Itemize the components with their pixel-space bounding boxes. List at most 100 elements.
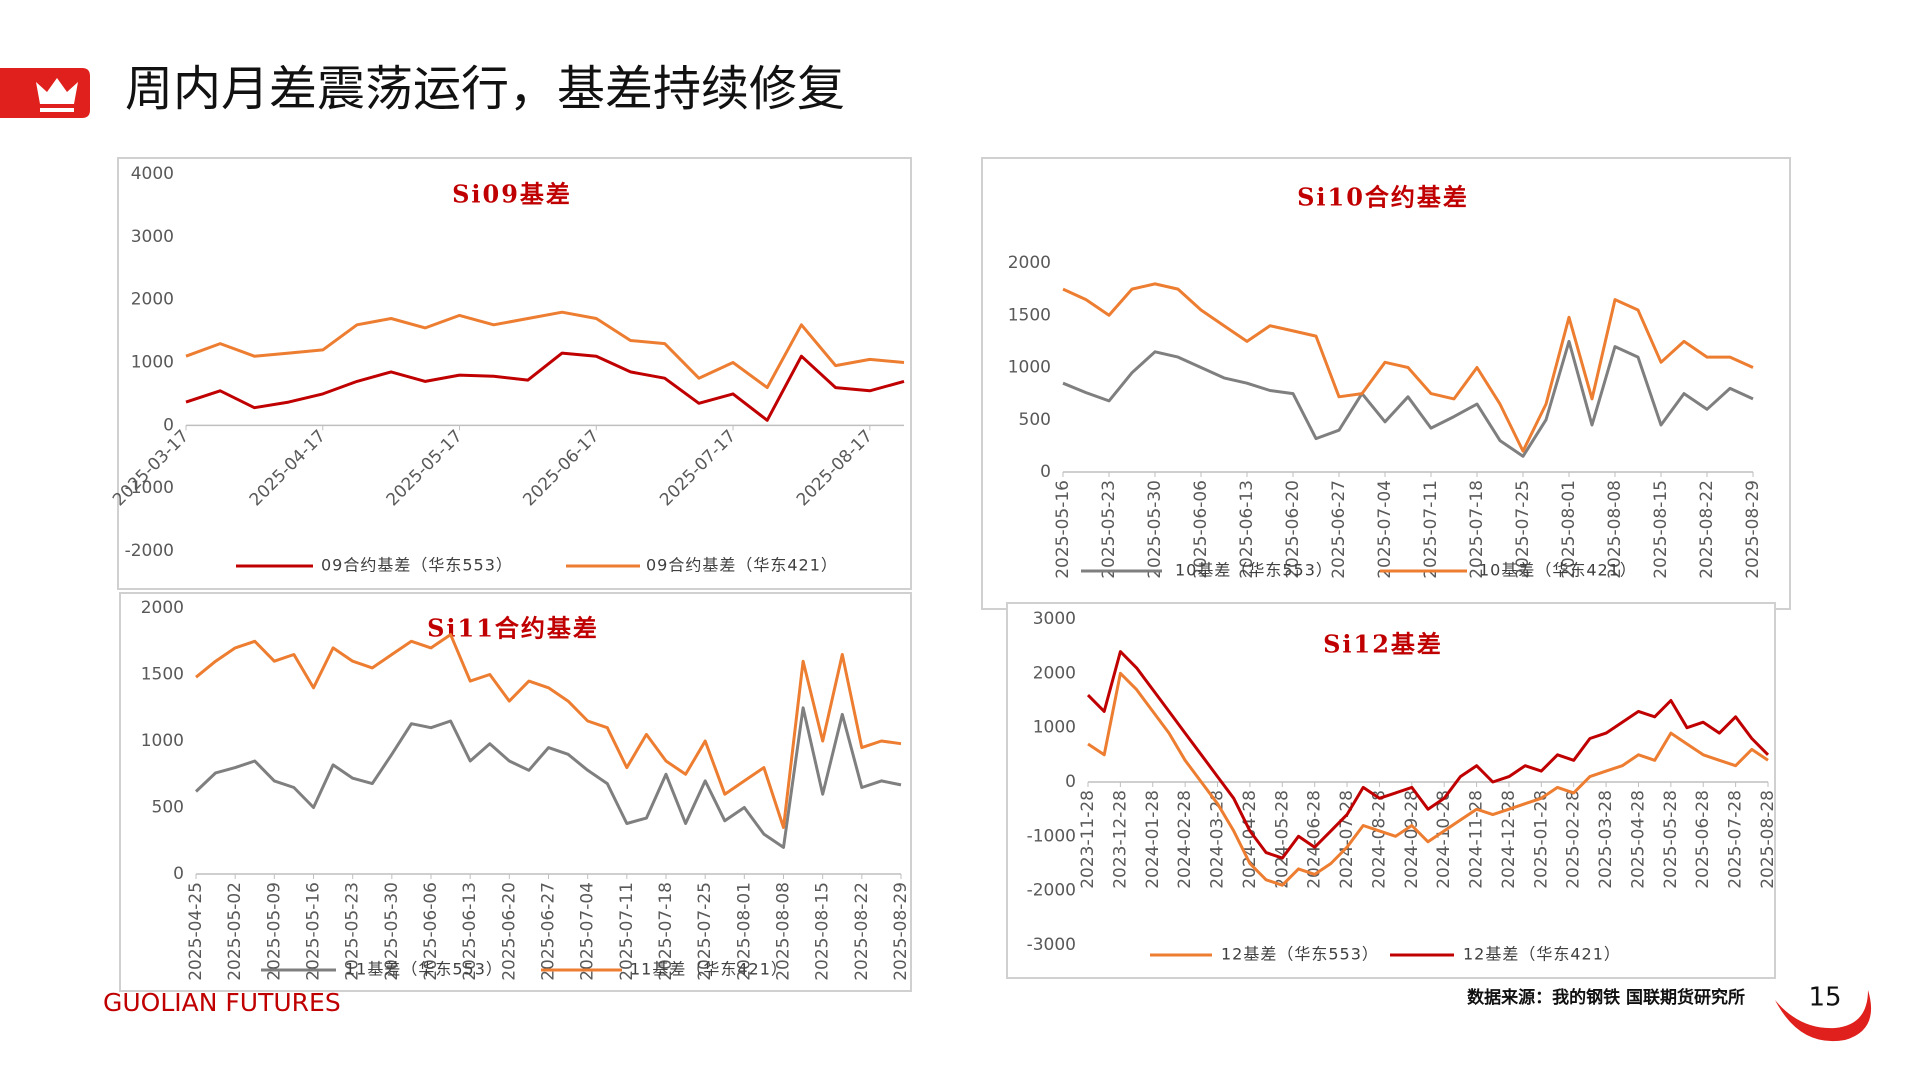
x-tick-label: 2025-04-28	[1628, 790, 1648, 889]
y-tick-label: 500	[1019, 410, 1051, 430]
x-tick-label: 2025-05-16	[1053, 480, 1073, 579]
series-line	[185, 310, 905, 390]
y-tick-label: 1500	[141, 665, 184, 685]
x-tick-label: 2025-07-18	[1467, 480, 1487, 579]
brand: GUOLIAN FUTURES	[103, 988, 341, 1017]
x-tick-label: 2024-10-28	[1434, 790, 1454, 889]
x-tick-label: 2025-08-08	[774, 882, 794, 981]
legend-label: 10基差（华东553）	[1175, 561, 1333, 580]
x-tick-label: 2025-06-06	[1191, 480, 1211, 579]
chart-frame	[1006, 602, 1776, 979]
y-tick-label: 1000	[1033, 718, 1076, 738]
series-line	[1086, 650, 1770, 860]
x-tick-label: 2025-06-13	[1237, 480, 1257, 579]
y-tick-label: 4000	[131, 164, 174, 184]
y-tick-label: 0	[1065, 772, 1076, 792]
x-tick-label: 2025-07-28	[1726, 790, 1746, 889]
legend-label: 11基差（华东553）	[345, 960, 503, 979]
legend-label: 12基差（华东421）	[1463, 945, 1621, 964]
x-tick-label: 2025-08-22	[1697, 480, 1717, 579]
x-tick-label: 2025-05-30	[1145, 480, 1165, 579]
x-tick-label: 2025-07-04	[1375, 480, 1395, 579]
x-tick-label: 2024-09-28	[1402, 790, 1422, 889]
charts: Si09基差 -2000 -1000 0 1000 2000 3000 4000 2025-03…	[109, 157, 1791, 992]
chart-frame	[119, 592, 912, 992]
page-swoosh	[1775, 990, 1872, 1042]
series-line	[194, 706, 902, 849]
x-tick-label: 2024-11-28	[1467, 790, 1487, 889]
y-tick-label: 0	[1040, 462, 1051, 482]
x-tick-label: 2025-06-20	[1283, 480, 1303, 579]
x-tick-label: 2025-04-25	[186, 882, 206, 981]
y-tick-label: 3000	[1033, 609, 1076, 629]
x-tick-label: 2025-01-28	[1531, 790, 1551, 889]
y-tick-label: 3000	[131, 227, 174, 247]
x-tick-label: 2025-07-18	[656, 882, 676, 981]
y-tick-label: 1000	[1008, 358, 1051, 378]
legend-label: 12基差（华东553）	[1221, 945, 1379, 964]
series-line	[195, 633, 902, 829]
x-tick-label: 2025-08-08	[1605, 480, 1625, 579]
x-tick-label: 2025-08-01	[1559, 480, 1579, 579]
x-tick-label: 2025-08-29	[891, 882, 911, 981]
y-tick-label: 2000	[1008, 253, 1051, 273]
legend-label: 10基差（华东421）	[1479, 561, 1637, 580]
series-line	[1062, 282, 1754, 453]
x-tick-label: 2025-08-28	[1758, 790, 1778, 889]
x-tick-label: 2023-12-28	[1110, 790, 1130, 889]
x-tick-label: 2024-01-28	[1143, 790, 1163, 889]
x-tick-label: 2025-08-15	[1651, 480, 1671, 579]
x-tick-label: 2024-06-28	[1305, 790, 1325, 889]
y-tick-label: -1000	[1027, 826, 1076, 846]
x-tick-label: 2024-02-28	[1175, 790, 1195, 889]
x-tick-label: 2025-08-29	[1743, 480, 1763, 579]
x-tick-label: 2025-03-28	[1596, 790, 1616, 889]
y-tick-label: -2000	[1027, 881, 1076, 901]
legend-label: 09合约基差（华东553）	[321, 556, 513, 575]
x-tick-label: 2025-06-06	[421, 882, 441, 981]
y-tick-label: 2000	[131, 290, 174, 310]
x-tick-label: 2024-08-28	[1369, 790, 1389, 889]
x-tick-label: 2025-05-23	[1099, 480, 1119, 579]
chart-title: Si12基差	[1323, 630, 1443, 659]
series-line	[1087, 671, 1769, 887]
crown-icon	[36, 78, 78, 112]
x-tick-label: 2025-06-28	[1693, 790, 1713, 889]
y-tick-label: -2000	[125, 541, 174, 561]
x-tick-label: 2025-07-25	[1513, 480, 1533, 579]
x-tick-label: 2025-07-11	[617, 882, 637, 981]
x-tick-label: 2025-06-20	[499, 882, 519, 981]
y-tick-label: 1000	[141, 731, 184, 751]
y-tick-label: 2000	[1033, 663, 1076, 683]
x-tick-label: 2024-07-28	[1337, 790, 1357, 889]
source-note: 数据来源：我的钢铁 国联期货研究所	[1467, 987, 1745, 1008]
chart-frame	[981, 157, 1791, 610]
y-tick-label: 0	[173, 864, 184, 884]
x-tick-label: 2025-05-09	[264, 882, 284, 981]
x-tick-label: 2025-05-30	[382, 882, 402, 981]
x-tick-label: 2025-07-11	[1421, 480, 1441, 579]
x-tick-label: 2024-12-28	[1499, 790, 1519, 889]
x-tick-label: 2025-05-02	[225, 882, 245, 981]
chart-title: Si10合约基差	[1297, 183, 1469, 212]
x-tick-label: 2025-06-13	[460, 882, 480, 981]
x-tick-label: 2025-08-15	[813, 882, 833, 981]
x-tick-label: 2025-08-01	[734, 882, 754, 981]
y-tick-label: 1500	[1008, 305, 1051, 325]
x-tick-label: 2024-04-28	[1240, 790, 1260, 889]
chart-title: Si11合约基差	[427, 614, 599, 643]
page-number: 15	[1808, 983, 1841, 1013]
x-tick-label: 2025-06-27	[1329, 480, 1349, 579]
chart-frame	[117, 157, 912, 590]
series-line	[185, 351, 905, 422]
x-tick-label: 2025-02-28	[1564, 790, 1584, 889]
legend-label: 09合约基差（华东421）	[646, 556, 838, 575]
y-tick-label: -3000	[1027, 935, 1076, 955]
series-line	[1062, 339, 1754, 458]
legend-label: 11基差（华东421）	[630, 960, 788, 979]
x-tick-label: 2025-05-23	[343, 882, 363, 981]
x-tick-label: 2025-07-04	[578, 882, 598, 981]
x-tick-label: 2025-08-22	[852, 882, 872, 981]
y-tick-label: 0	[163, 415, 174, 435]
